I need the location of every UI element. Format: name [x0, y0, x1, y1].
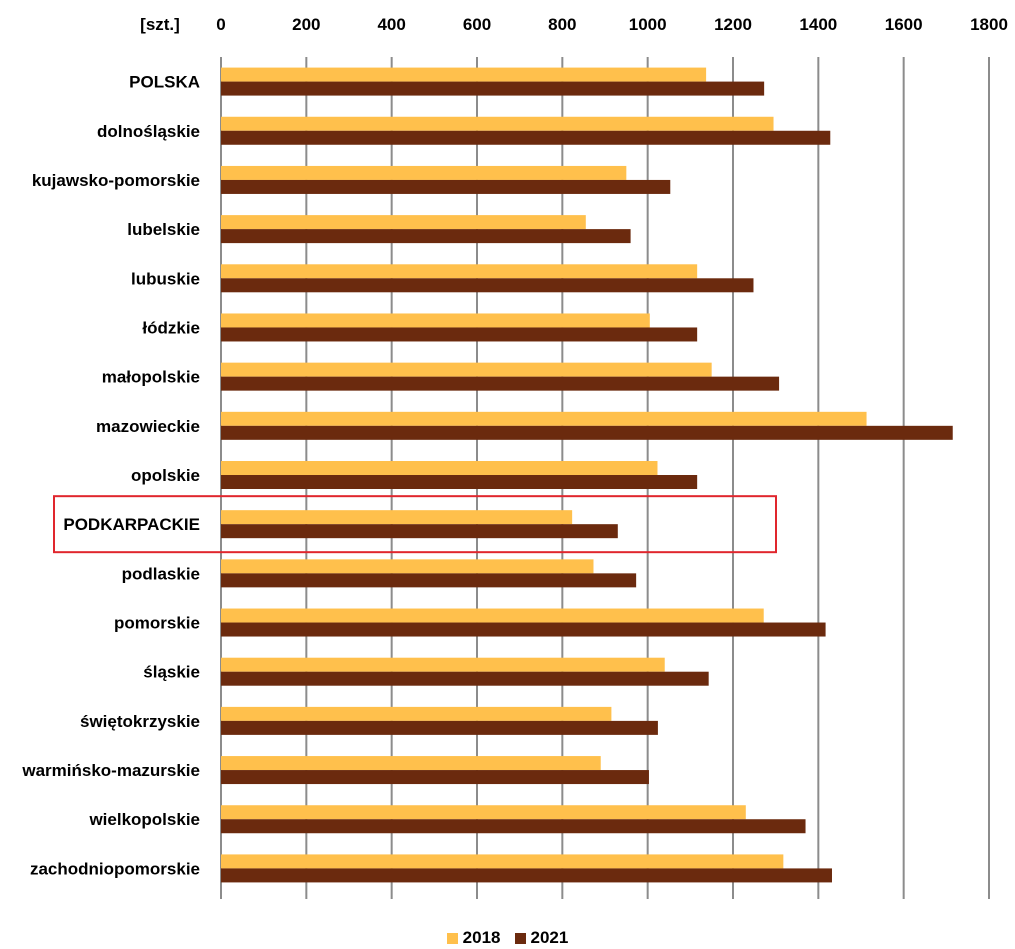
bar-2021-10 [221, 573, 637, 588]
legend-item-2021: 2021 [514, 928, 569, 948]
category-label-8: opolskie [131, 466, 200, 485]
x-axis-ticks: 0 200 400 600 800 1000 1200 1400 1600 1800 [216, 15, 1008, 34]
category-label-4: lubuskie [131, 269, 200, 288]
bar-2021-1 [221, 130, 831, 145]
bar-2018-0 [221, 67, 707, 82]
bar-2018-1 [221, 116, 774, 131]
x-tick-label-1400: 1400 [799, 15, 837, 34]
category-label-16: zachodniopomorskie [30, 859, 200, 878]
category-label-7: mazowieckie [96, 417, 200, 436]
bar-2018-5 [221, 313, 650, 328]
bar-2021-0 [221, 81, 765, 96]
x-tick-label-1600: 1600 [885, 15, 923, 34]
x-tick-label-1200: 1200 [714, 15, 752, 34]
bar-2021-12 [221, 671, 709, 686]
bar-2021-5 [221, 327, 698, 342]
bar-2021-9 [221, 524, 618, 539]
bar-2018-10 [221, 559, 594, 574]
bar-2021-4 [221, 278, 754, 293]
category-label-6: małopolskie [102, 368, 200, 387]
bars [221, 67, 953, 883]
bar-2021-6 [221, 376, 780, 391]
category-label-11: pomorskie [114, 614, 200, 633]
legend: 2018 2021 [0, 928, 1015, 948]
bar-2018-14 [221, 756, 601, 771]
bar-2018-12 [221, 657, 665, 672]
bar-2018-16 [221, 854, 784, 869]
category-label-10: podlaskie [122, 564, 200, 583]
category-label-2: kujawsko-pomorskie [32, 171, 200, 190]
x-tick-label-800: 800 [548, 15, 576, 34]
legend-label-2018: 2018 [462, 928, 501, 947]
bar-2021-3 [221, 229, 631, 244]
x-tick-label-600: 600 [463, 15, 491, 34]
category-label-12: śląskie [143, 663, 200, 682]
bar-2021-8 [221, 475, 698, 489]
category-label-15: wielkopolskie [88, 810, 200, 829]
x-tick-label-1000: 1000 [629, 15, 667, 34]
legend-swatch-2021 [514, 932, 526, 944]
bar-2021-7 [221, 425, 953, 440]
bar-2018-2 [221, 165, 627, 180]
bar-2018-4 [221, 264, 698, 279]
bar-2021-14 [221, 770, 649, 785]
x-tick-label-1800: 1800 [970, 15, 1008, 34]
x-tick-label-200: 200 [292, 15, 320, 34]
bar-2021-15 [221, 819, 806, 834]
category-label-5: łódzkie [142, 318, 200, 337]
category-label-0: POLSKA [129, 73, 200, 92]
category-label-3: lubelskie [127, 220, 200, 239]
legend-item-2018: 2018 [446, 928, 501, 948]
bar-2021-2 [221, 179, 671, 194]
category-labels: POLSKA dolnośląskie kujawsko-pomorskie lube… [21, 73, 200, 879]
highlight-box [53, 495, 777, 554]
bar-2018-7 [221, 411, 867, 426]
bar-2018-11 [221, 608, 764, 623]
unit-label: [szt.] [140, 15, 180, 34]
x-tick-label-0: 0 [216, 15, 225, 34]
bar-2018-13 [221, 706, 612, 721]
bar-2021-11 [221, 622, 826, 637]
bar-2018-3 [221, 215, 586, 230]
bar-2018-15 [221, 805, 746, 820]
bar-2018-6 [221, 362, 712, 377]
bar-2018-8 [221, 461, 658, 475]
legend-swatch-2018 [446, 932, 458, 944]
bar-chart: 0 200 400 600 800 1000 1200 1400 1600 1800 POLSKA… [21, 15, 1008, 899]
bar-2021-13 [221, 720, 658, 735]
category-label-1: dolnośląskie [97, 122, 200, 141]
bar-2018-9 [221, 510, 573, 525]
category-label-13: świętokrzyskie [80, 712, 200, 731]
legend-label-2021: 2021 [530, 928, 569, 947]
bar-2021-16 [221, 868, 832, 883]
category-label-14: warmińsko-mazurskie [21, 761, 200, 780]
x-tick-label-400: 400 [377, 15, 405, 34]
category-label-9: PODKARPACKIE [63, 515, 200, 534]
